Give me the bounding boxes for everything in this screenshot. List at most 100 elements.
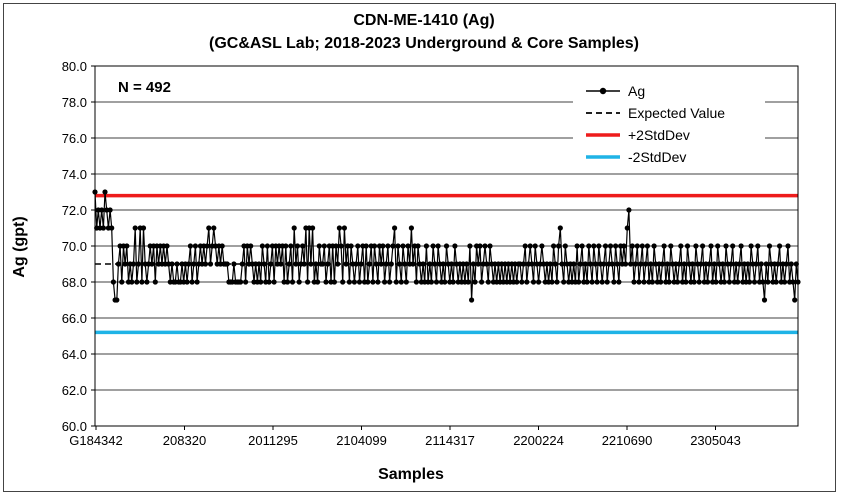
legend-ag-marker (599, 87, 607, 95)
ag-data-point (648, 261, 654, 267)
ag-data-point (371, 243, 378, 249)
y-axis-title: Ag (gpt) (11, 216, 28, 277)
ag-data-point (402, 261, 408, 267)
ag-data-point (659, 261, 666, 267)
ag-data-point (666, 279, 672, 285)
ag-data-point (187, 243, 193, 249)
ag-data-point (432, 261, 438, 267)
ag-data-point (594, 279, 600, 285)
ag-data-point (604, 279, 610, 285)
ag-data-point (634, 243, 640, 249)
ag-data-point (428, 279, 434, 285)
ag-data-point (348, 243, 354, 249)
ag-data-point (258, 279, 264, 285)
ag-data-point (684, 243, 691, 249)
ag-data-point (433, 279, 440, 285)
ag-data-point (358, 261, 364, 267)
ag-data-point (562, 243, 568, 249)
ag-data-point (268, 261, 274, 267)
ag-data-point (224, 261, 230, 267)
ag-data-point (775, 261, 781, 267)
ag-data-point (191, 261, 197, 267)
ag-data-point (465, 279, 471, 285)
ag-data-point (393, 279, 399, 285)
ag-data-point (539, 243, 545, 249)
ag-data-point (110, 279, 116, 285)
y-tick-label: 66.0 (62, 311, 87, 326)
ag-data-point (390, 243, 396, 249)
ag-data-point (599, 279, 605, 285)
ag-data-point (470, 261, 476, 267)
ag-data-point (415, 243, 421, 249)
ag-data-point (144, 279, 150, 285)
ag-data-point (430, 243, 436, 249)
ag-data-point (294, 243, 301, 249)
legend-expected-label: Expected Value (628, 105, 725, 121)
ag-data-point (479, 279, 485, 285)
ag-data-point (206, 225, 212, 231)
ag-data-point (591, 243, 597, 249)
ag-data-point (408, 225, 414, 231)
ag-data-point (636, 279, 642, 285)
ag-data-point (763, 261, 769, 267)
ag-data-point (366, 261, 373, 267)
ag-data-point (335, 261, 341, 267)
ag-data-point (628, 261, 634, 267)
ag-data-point (109, 225, 115, 231)
ag-data-point (746, 279, 753, 285)
ag-data-point (397, 261, 403, 267)
ag-data-point (130, 261, 137, 267)
ag-data-point (475, 261, 481, 267)
ag-data-point (661, 243, 667, 249)
ag-data-point (782, 279, 788, 285)
ag-data-point (584, 279, 590, 285)
ag-data-point (559, 261, 565, 267)
ag-data-point (341, 225, 347, 231)
ag-data-point (613, 243, 619, 249)
ag-data-point (289, 279, 296, 285)
ag-data-point (448, 261, 455, 267)
ag-data-point (664, 261, 671, 267)
ag-data-point (219, 243, 225, 249)
legend-ag-label: Ag (628, 83, 645, 99)
ag-data-point (164, 243, 170, 249)
ag-data-point (691, 279, 697, 285)
ag-data-point (152, 279, 158, 285)
ag-data-point (577, 261, 584, 267)
x-axis-title: Samples (378, 466, 444, 483)
ag-data-point (485, 279, 491, 285)
ag-data-point (291, 225, 297, 231)
ag-data-point (321, 243, 327, 249)
ag-data-point (552, 261, 558, 267)
ag-data-point (388, 261, 394, 267)
ag-data-point (477, 243, 483, 249)
ag-data-point (300, 243, 306, 249)
ag-data-point (355, 243, 361, 249)
ag-data-point (676, 261, 682, 267)
ag-data-point (587, 261, 594, 267)
ag-data-point (452, 243, 458, 249)
ag-data-point (378, 261, 384, 267)
ag-data-point (766, 243, 773, 249)
ag-data-point (631, 279, 637, 285)
y-tick-label: 60.0 (62, 419, 87, 434)
ag-data-point (231, 261, 237, 267)
ag-data-point (629, 243, 635, 249)
ag-data-point (735, 279, 741, 285)
ag-data-point (320, 261, 326, 267)
ag-data-point (639, 243, 645, 249)
legend-plus2sd-label: +2StdDev (628, 127, 690, 143)
ag-data-point (571, 261, 577, 267)
ag-data-point (556, 243, 562, 249)
ag-data-point (413, 279, 419, 285)
ag-data-point (442, 279, 448, 285)
ag-data-point (315, 279, 321, 285)
ag-data-point (681, 261, 687, 267)
ag-data-point (547, 261, 553, 267)
ag-data-point (602, 243, 609, 249)
ag-data-point (633, 261, 639, 267)
ag-data-point (698, 261, 704, 267)
ag-data-point (751, 279, 758, 285)
ag-data-point (706, 261, 712, 267)
x-tick-label: 208320 (163, 433, 206, 448)
